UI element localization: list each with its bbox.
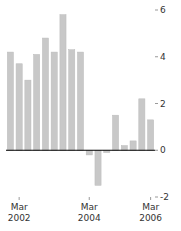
x-tick	[19, 197, 20, 200]
bar	[16, 64, 22, 150]
bar	[60, 15, 66, 151]
x-tick	[150, 197, 151, 200]
y-tick-label: 0	[160, 145, 166, 155]
bars	[7, 15, 153, 186]
y-tick-label: 6	[160, 5, 166, 15]
chart: -2 0 2 4 6 Mar2002 Mar2004 Mar2006	[0, 0, 181, 231]
y-tick	[155, 150, 158, 151]
x-tick	[89, 197, 90, 200]
bar	[130, 141, 136, 150]
x-axis: Mar2002 Mar2004 Mar2006	[8, 197, 163, 223]
bar	[34, 54, 40, 150]
y-tick-label: -2	[160, 192, 169, 202]
bar	[148, 120, 154, 150]
bar	[121, 146, 127, 151]
bar	[95, 150, 101, 185]
y-tick-label: 2	[160, 99, 166, 109]
zero-line	[6, 150, 155, 151]
y-tick	[155, 103, 158, 104]
x-tick-label: Mar2006	[139, 202, 162, 223]
bar	[112, 115, 118, 150]
bar	[86, 150, 92, 155]
y-tick	[155, 10, 158, 11]
bar	[7, 52, 13, 150]
bar	[25, 80, 31, 150]
y-axis: -2 0 2 4 6	[155, 5, 169, 202]
bar	[77, 52, 83, 150]
chart-container: -2 0 2 4 6 Mar2002 Mar2004 Mar2006	[0, 0, 181, 231]
bar	[51, 52, 57, 150]
bar	[42, 38, 48, 150]
y-tick	[155, 197, 158, 198]
bar	[139, 99, 145, 150]
x-tick-label: Mar2002	[8, 202, 31, 223]
y-tick-label: 4	[160, 52, 166, 62]
x-tick-label: Mar2004	[78, 202, 101, 223]
bar	[69, 50, 75, 151]
y-tick	[155, 56, 158, 57]
